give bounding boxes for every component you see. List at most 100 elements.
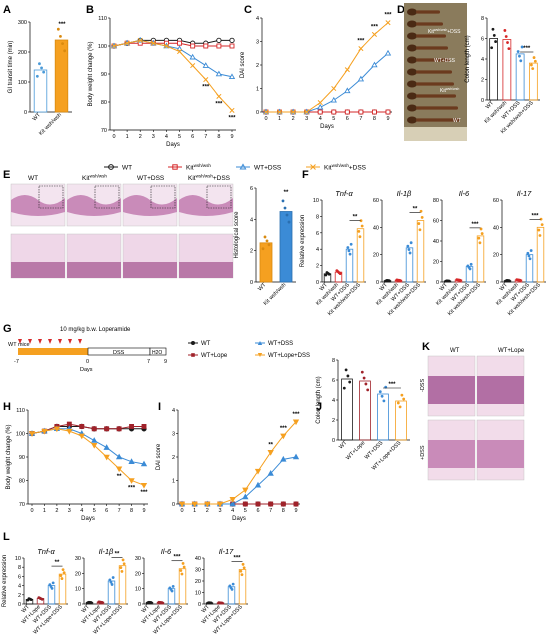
chart-b-point — [216, 93, 222, 99]
panel-label-a: A — [3, 4, 11, 16]
chart-l-3-point — [220, 601, 224, 605]
chart-l-1-point — [122, 562, 126, 566]
chart-l-1-point — [108, 578, 112, 582]
chart-j-point — [378, 390, 382, 394]
chart-f-3-point — [527, 254, 531, 258]
chart-d-bar — [529, 62, 538, 101]
chart-l-3-ytick-label: 10 — [195, 591, 201, 597]
photo-label-wt: WT — [453, 118, 461, 124]
chart-f-3-point — [507, 279, 511, 283]
chart-h-point — [104, 426, 110, 432]
chart-h-xtick-label: 2 — [55, 508, 58, 514]
chart-l-2-xtick-label: WT — [141, 604, 152, 615]
chart-h-point — [129, 424, 135, 429]
chart-f-0-point — [360, 224, 364, 228]
chart-h-ylabel: Body weight change (%) — [6, 424, 12, 489]
chart-b-ytick-label: 110 — [98, 16, 107, 22]
chart-c-sig: *** — [357, 39, 365, 45]
colon-segment — [416, 118, 460, 122]
chart-i-sig: *** — [292, 412, 300, 418]
chart-b-point — [150, 40, 156, 46]
chart-h-point — [91, 426, 97, 432]
chart-l-2-ytick-label: 0 — [138, 602, 141, 608]
timeline-arrow — [68, 339, 72, 344]
colon-segment — [416, 70, 452, 74]
chart-d-ytick-label: 4 — [481, 57, 484, 63]
chart-c-xlabel: Days — [320, 124, 334, 130]
chart-b-point — [203, 77, 209, 83]
chart-j-ytick-label: 6 — [332, 378, 335, 384]
chart-i-ytick-label: 2 — [172, 455, 175, 461]
chart-h-point — [53, 426, 61, 433]
chart-h-xtick-label: 0 — [30, 508, 33, 514]
chart-f-3-point — [528, 257, 532, 261]
chart-e-sig: ** — [284, 190, 289, 196]
chart-i-point — [267, 450, 274, 456]
chart-i-xtick-label: 2 — [206, 508, 209, 514]
chart-l-0-point — [59, 574, 63, 577]
chart-a-point — [56, 27, 60, 31]
chart-h-point — [115, 453, 123, 460]
chart-f-1-point — [407, 248, 411, 251]
chart-e-point — [261, 247, 265, 251]
colon-cecum — [407, 104, 417, 112]
chart-d-bar — [502, 39, 512, 101]
panel-label-c: C — [244, 4, 252, 16]
chart-e-bar — [279, 211, 293, 283]
chart-l-1-point — [119, 566, 123, 569]
timeline-arrow — [48, 339, 52, 344]
chart-f-1-bar — [416, 220, 425, 283]
chart-b-point — [177, 49, 183, 55]
chart-c-point — [331, 109, 337, 115]
chart-d-point — [491, 27, 495, 31]
chart-f-0-ytick-label: 6 — [316, 231, 319, 237]
chart-a-ytick-label: 0 — [24, 110, 27, 116]
chart-i-point — [178, 501, 186, 508]
chart-b-xtick-label: 0 — [112, 134, 115, 140]
chart-c-point — [331, 85, 337, 92]
panel-label-i: I — [158, 401, 161, 413]
chart-l-0-ytick-label: 8 — [18, 565, 21, 571]
histo-k-label-wt-lope: WT+Lope — [498, 348, 525, 354]
chart-f-1-point — [409, 241, 413, 245]
colon-segment — [416, 22, 443, 26]
chart-f-2-ytick-label: 40 — [433, 239, 439, 245]
chart-j-point — [398, 405, 402, 409]
chart-i-point — [292, 453, 300, 460]
chart-h-series-line — [31, 428, 145, 465]
legend2-label-wt-lope-dss: WT+Lope+DSS — [268, 353, 310, 359]
chart-f-1-point — [398, 279, 402, 282]
chart-h-ytick-label: 70 — [19, 502, 25, 508]
chart-d-ytick-label: 8 — [481, 16, 484, 22]
chart-e-point — [265, 239, 269, 243]
chart-h-series-line — [31, 423, 144, 434]
chart-c-series-line — [266, 52, 389, 113]
chart-f-0-ytick-label: 2 — [316, 264, 319, 270]
chart-i-ylabel: DAI score — [156, 443, 162, 470]
chart-h-point — [141, 424, 147, 429]
chart-i-xtick-label: 1 — [193, 508, 196, 514]
chart-f-1-xtick-label: WT — [379, 282, 390, 293]
chart-f-subplot-title: Il-1β — [397, 189, 412, 198]
photo-label-kit: Kitwsh/wsh — [440, 87, 459, 94]
chart-j-point — [364, 382, 368, 386]
legend-label-wt-dss: WT+DSS — [254, 165, 282, 172]
chart-e-point — [285, 213, 289, 217]
chart-i-xtick-label: 4 — [231, 508, 234, 514]
chart-b-point — [189, 53, 196, 60]
chart-l-0-ylabel: Relative expression — [2, 555, 8, 607]
chart-b-xtick-label: 7 — [204, 134, 207, 140]
panel-label-h: H — [3, 401, 11, 413]
chart-i-xtick-label: 3 — [218, 508, 221, 514]
chart-h-xtick-label: 1 — [43, 508, 46, 514]
chart-d-ytick-label: 0 — [481, 98, 484, 104]
chart-i-point — [267, 470, 274, 476]
chart-f-0-xtick-label: WT — [319, 282, 330, 293]
chart-l-0-point — [60, 577, 64, 580]
chart-a-point — [61, 42, 64, 45]
chart-f-2-point — [469, 262, 473, 266]
chart-f-0-bar — [345, 248, 354, 283]
chart-l-subplot-title: Il-17 — [219, 547, 234, 556]
chart-j-bar — [359, 380, 371, 441]
chart-f-1-ytick-label: 40 — [373, 225, 379, 231]
